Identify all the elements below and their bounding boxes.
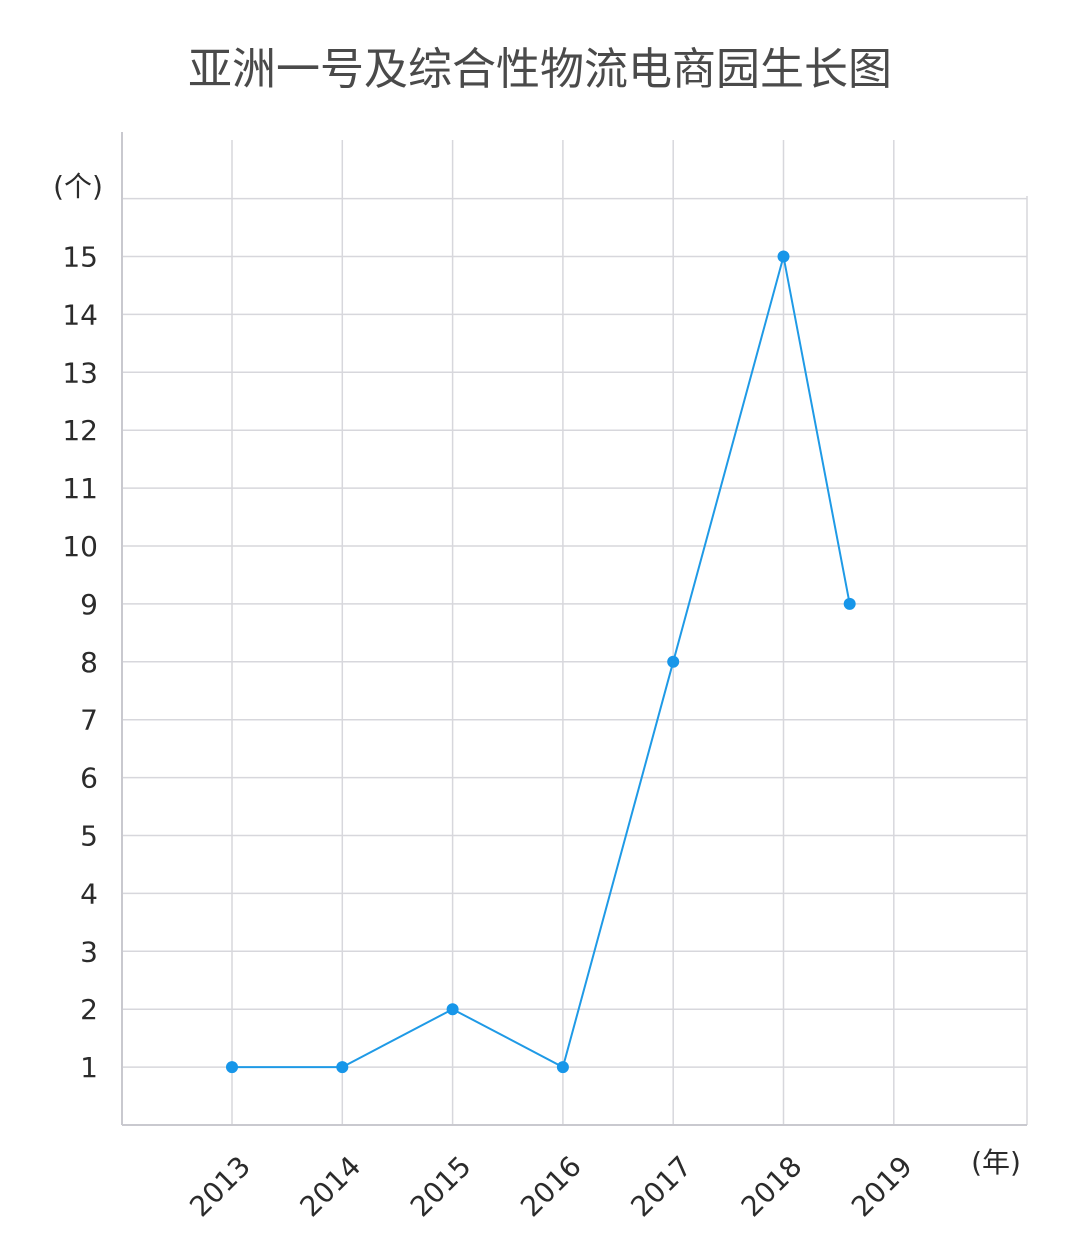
y-tick-label: 5 — [80, 820, 98, 853]
y-tick-label: 9 — [80, 588, 98, 621]
axes — [121, 132, 1027, 1126]
y-axis-unit-label: (个) — [53, 170, 103, 203]
data-point — [777, 250, 790, 263]
y-tick-label: 12 — [62, 414, 98, 447]
y-tick-label: 6 — [80, 762, 98, 795]
y-tick-label: 14 — [62, 298, 98, 331]
data-point — [446, 1003, 459, 1016]
y-tick-label: 7 — [80, 704, 98, 737]
x-tick-label: 2014 — [294, 1150, 368, 1224]
chart-title: 亚洲一号及综合性物流电商园生长图 — [188, 44, 892, 95]
y-tick-label: 2 — [80, 993, 98, 1026]
y-tick-label: 10 — [62, 530, 98, 563]
data-point — [226, 1061, 238, 1074]
data-point — [336, 1061, 349, 1074]
y-tick-label: 3 — [80, 935, 98, 968]
x-tick-label: 2017 — [624, 1150, 698, 1224]
y-tick-label: 1 — [80, 1051, 98, 1084]
gridlines — [122, 140, 1028, 1125]
y-tick-label: 13 — [62, 356, 98, 389]
x-axis-unit-label: (年) — [971, 1146, 1021, 1179]
y-tick-label: 11 — [62, 472, 98, 505]
data-point — [843, 597, 856, 610]
y-tick-label: 15 — [62, 241, 98, 274]
x-tick-labels: 2013 2014 2015 2016 2017 2018 2019 — [183, 1150, 919, 1224]
x-tick-label: 2018 — [735, 1150, 809, 1224]
x-tick-label: 2013 — [183, 1150, 257, 1224]
x-tick-label: 2016 — [514, 1150, 588, 1224]
data-point — [667, 655, 680, 668]
series — [226, 250, 856, 1074]
y-tick-label: 8 — [80, 646, 98, 679]
x-tick-label: 2019 — [845, 1150, 919, 1224]
data-point — [556, 1061, 569, 1074]
y-tick-label: 4 — [80, 877, 98, 910]
x-tick-label: 2015 — [404, 1150, 478, 1224]
